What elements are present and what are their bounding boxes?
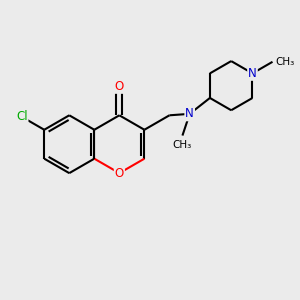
- Text: O: O: [115, 80, 124, 93]
- Text: N: N: [185, 107, 194, 120]
- Text: CH₃: CH₃: [173, 140, 192, 150]
- Text: O: O: [115, 167, 124, 180]
- Text: N: N: [248, 67, 257, 80]
- Text: Cl: Cl: [16, 110, 28, 123]
- Text: CH₃: CH₃: [275, 57, 295, 67]
